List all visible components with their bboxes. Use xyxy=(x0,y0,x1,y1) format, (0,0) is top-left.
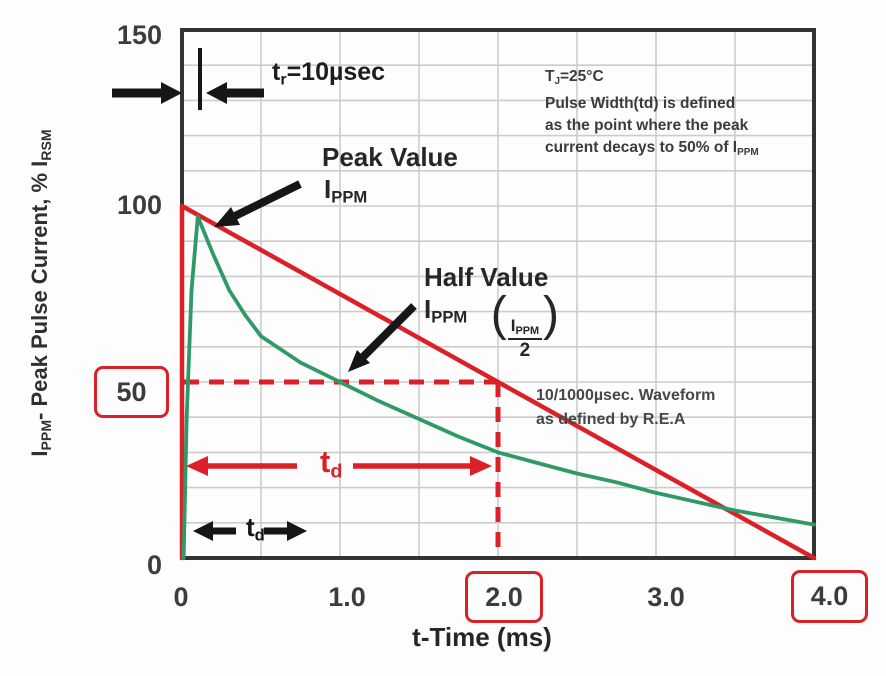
ippm-over-2-fraction: IPPM 2 xyxy=(507,317,543,360)
axis-pointer-arrow xyxy=(112,82,182,104)
note-line: as defined by R.E.A xyxy=(536,411,686,428)
y-tick-100: 100 xyxy=(116,190,162,220)
x-tick-2-boxed: 2.0 xyxy=(465,571,543,623)
x-tick-0: 0 xyxy=(173,582,189,612)
x-axis-title: t-Time (ms) xyxy=(412,622,552,652)
td-black-label: td xyxy=(246,512,265,545)
td-small-arrows xyxy=(193,521,307,541)
x-tick-1: 1.0 xyxy=(328,582,366,612)
x-tick-2-value: 2.0 xyxy=(485,581,523,612)
half-value-symbol: IPPM (IPPM 2) xyxy=(424,288,560,361)
note-line: TJ=25°C xyxy=(545,68,604,87)
td-span-arrows xyxy=(186,456,492,476)
x-tick-4-value: 4.0 xyxy=(810,581,849,611)
open-paren: ( xyxy=(490,288,507,341)
y-tick-0: 0 xyxy=(146,550,162,580)
x-tick-3: 3.0 xyxy=(647,582,685,612)
peak-value-symbol: IPPM xyxy=(324,174,368,207)
td-red-label: td xyxy=(320,444,343,483)
y-tick-50-value: 50 xyxy=(116,376,147,407)
y-axis-title: IPPM- Peak Pulse Current, % IRSM xyxy=(27,129,54,457)
test-conditions-note: TJ=25°C Pulse Width(td) is defined as th… xyxy=(545,66,759,164)
peak-value-arrow xyxy=(214,180,302,227)
close-paren: ) xyxy=(543,288,560,341)
y-tick-50-boxed: 50 xyxy=(94,366,169,418)
note-line: as the point where the peak xyxy=(545,116,749,134)
rise-time-label: tr=10µsec xyxy=(272,58,386,89)
x-tick-4-boxed: 4.0 xyxy=(791,570,868,623)
waveform-curves xyxy=(179,203,817,561)
half-value-label: Half Value xyxy=(424,262,549,292)
note-line: 10/1000µsec. Waveform xyxy=(536,387,716,404)
y-tick-150: 150 xyxy=(116,20,162,50)
red-ideal-waveform xyxy=(179,203,817,561)
half-value-arrow xyxy=(348,303,417,372)
peak-value-label: Peak Value xyxy=(322,142,458,172)
rise-time-arrow xyxy=(206,82,264,104)
green-actual-waveform xyxy=(181,214,816,560)
note-line: current decays to 50% of IPPM xyxy=(545,138,759,158)
note-line: Pulse Width(td) is defined xyxy=(545,94,736,112)
waveform-standard-note: 10/1000µsec. Waveform as defined by R.E.… xyxy=(536,384,715,432)
